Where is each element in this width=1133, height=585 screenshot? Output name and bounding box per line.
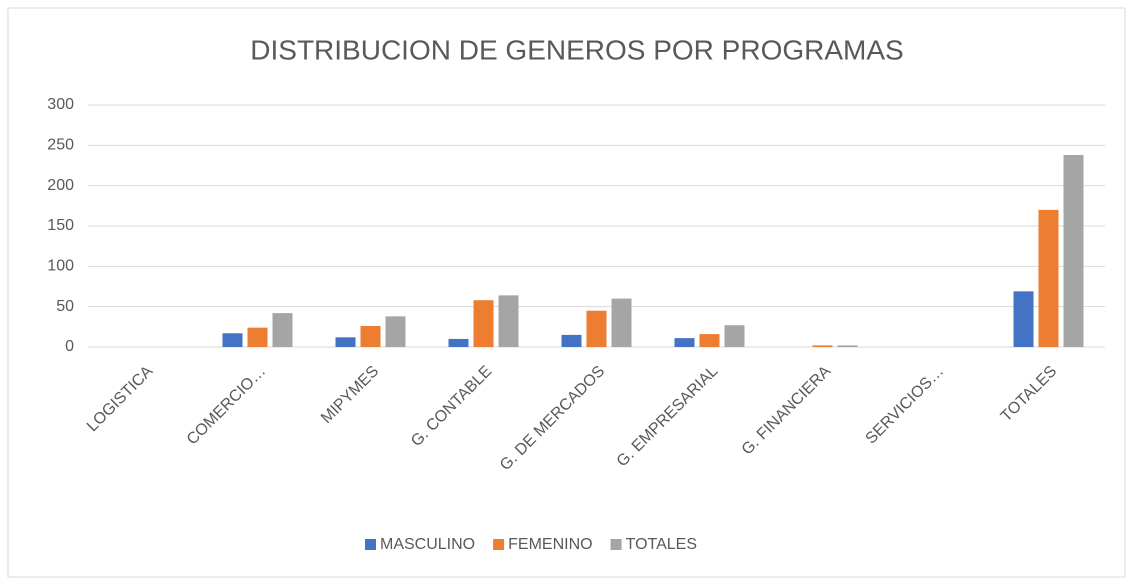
y-tick-label: 200 bbox=[47, 177, 74, 194]
bar bbox=[1038, 209, 1059, 347]
legend-label: FEMENINO bbox=[508, 536, 592, 553]
legend-label: TOTALES bbox=[626, 536, 697, 553]
bar bbox=[699, 334, 720, 347]
bar bbox=[724, 325, 745, 347]
bar bbox=[473, 300, 494, 347]
y-tick-label: 100 bbox=[47, 258, 74, 275]
chart-title: DISTRIBUCION DE GENEROS POR PROGRAMAS bbox=[250, 34, 903, 65]
y-tick-label: 300 bbox=[47, 96, 74, 113]
y-tick-label: 50 bbox=[56, 298, 74, 315]
bar bbox=[385, 316, 406, 347]
bar bbox=[448, 338, 469, 347]
bar bbox=[812, 345, 833, 347]
bar bbox=[1013, 291, 1034, 347]
bar bbox=[674, 338, 695, 347]
bar bbox=[335, 337, 356, 347]
chart-frame bbox=[7, 7, 1126, 578]
y-tick-label: 0 bbox=[65, 338, 74, 355]
bar bbox=[561, 334, 582, 347]
bar bbox=[586, 310, 607, 347]
bar bbox=[611, 298, 632, 347]
y-tick-label: 250 bbox=[47, 137, 74, 154]
bar bbox=[837, 345, 858, 347]
bar bbox=[272, 313, 293, 347]
legend-swatch bbox=[365, 539, 376, 550]
legend-swatch bbox=[493, 539, 505, 550]
bar bbox=[222, 333, 243, 347]
legend-label: MASCULINO bbox=[380, 536, 475, 553]
bar bbox=[1063, 155, 1084, 347]
bar bbox=[360, 326, 381, 347]
bar bbox=[247, 327, 268, 347]
legend-swatch bbox=[610, 539, 622, 550]
bar bbox=[498, 295, 519, 347]
y-tick-label: 150 bbox=[47, 217, 74, 234]
